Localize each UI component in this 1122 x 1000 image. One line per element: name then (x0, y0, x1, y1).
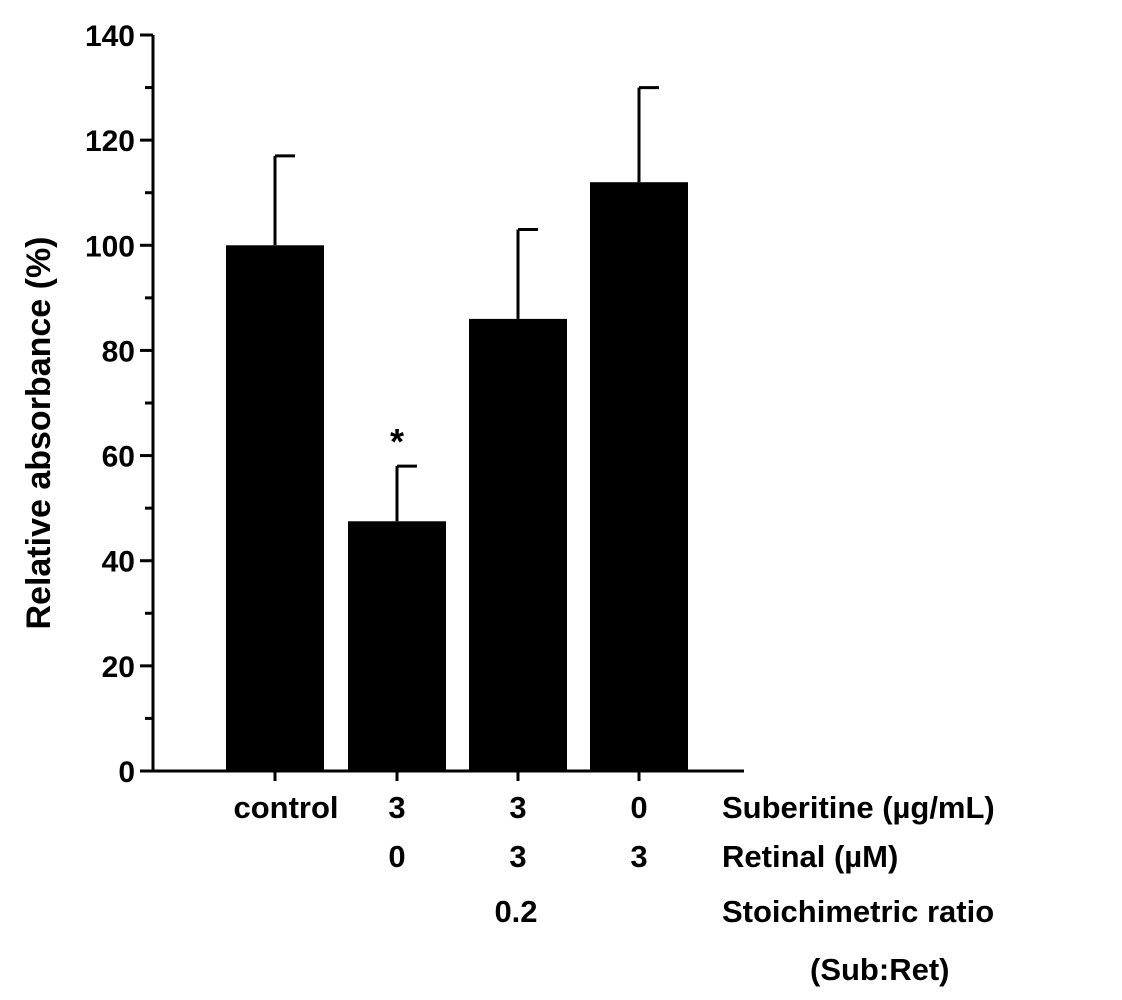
y-axis-label: Relative absorbance (%) (20, 236, 58, 629)
y-tick-label: 0 (118, 756, 135, 789)
y-tick-label: 120 (85, 125, 135, 158)
annotations: * (390, 421, 404, 462)
y-tick-label: 60 (102, 441, 135, 474)
row-label-sub-ret: (Sub:Ret) (810, 952, 949, 987)
row-0-value-2: 3 (509, 790, 526, 825)
y-tick-label: 40 (102, 546, 135, 579)
significance-marker: * (390, 421, 404, 462)
row-1-value-1: 0 (388, 839, 405, 874)
row-label-stoichiometric-ratio: Stoichimetric ratio (722, 894, 994, 929)
row-0-value-0: control (233, 790, 338, 825)
y-tick-label: 100 (85, 230, 135, 263)
category-row-values: control 3 3 0 0 3 3 0.2 (233, 790, 647, 929)
bar-2 (469, 318, 567, 771)
row-label-suberitine: Suberitine (µg/mL) (722, 790, 995, 825)
y-tick-label: 80 (102, 335, 135, 368)
row-1-value-3: 3 (630, 839, 647, 874)
error-bars (273, 86, 659, 522)
bar-3 (590, 182, 688, 771)
bars (226, 182, 688, 781)
row-0-value-1: 3 (388, 790, 405, 825)
y-tick-label: 140 (85, 20, 135, 53)
y-axis-ticks: 0 20 40 60 80 100 120 140 (85, 20, 153, 789)
row-0-value-3: 0 (630, 790, 647, 825)
row-2-value-2: 0.2 (494, 894, 537, 929)
row-1-value-2: 3 (509, 839, 526, 874)
bar-1 (348, 521, 446, 771)
y-tick-label: 20 (102, 651, 135, 684)
row-label-retinal: Retinal (µM) (722, 839, 898, 874)
bar-0 (226, 245, 324, 772)
